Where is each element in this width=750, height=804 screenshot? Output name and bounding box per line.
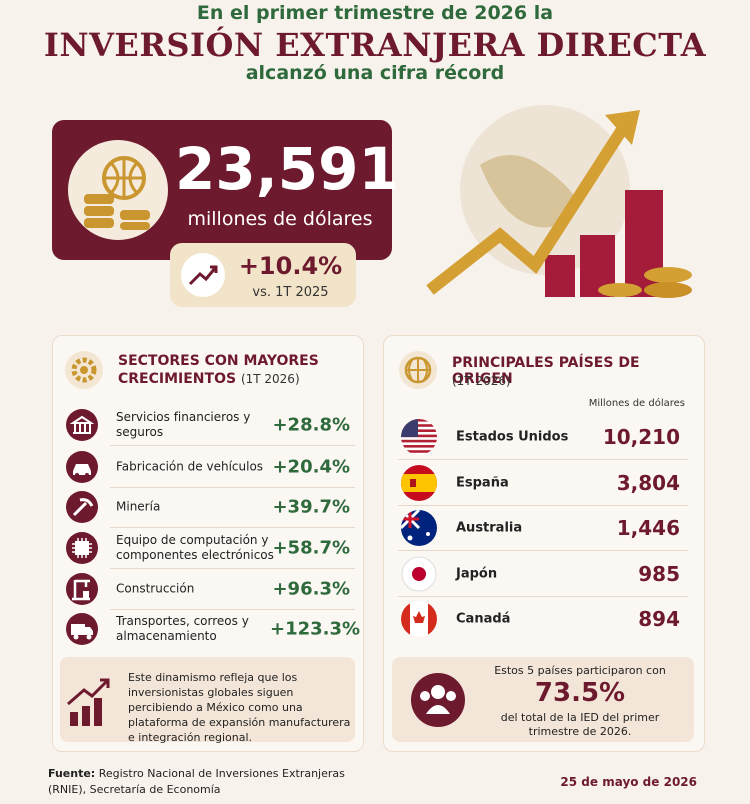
country-name: Japón: [456, 566, 498, 582]
sector-icon: [66, 491, 98, 523]
summary-value: 73.5%: [534, 678, 626, 708]
country-name: Estados Unidos: [456, 429, 569, 445]
row-divider: [398, 596, 688, 597]
row-divider: [398, 505, 688, 506]
flag: [401, 601, 437, 637]
sector-label: Transportes, correos y almacenamiento: [116, 614, 249, 643]
gear-icon: [65, 351, 103, 389]
flag: [401, 465, 437, 501]
countries-title: PRINCIPALES PAÍSES DE ORIGEN: [452, 355, 640, 387]
row-divider: [110, 445, 355, 446]
country-value: 1,446: [616, 516, 680, 540]
sector-icon: [66, 451, 98, 483]
row-divider: [110, 609, 355, 610]
note-box: [60, 657, 355, 742]
countries-period: (1T 2026): [452, 374, 511, 388]
sector-label: Minería: [116, 499, 161, 514]
summary-post: del total de la IED del primer trimestre…: [500, 711, 660, 738]
sector-value: +58.7%: [272, 537, 350, 559]
sectors-title: SECTORES CON MAYORES CRECIMIENTOS (1T 20…: [118, 352, 348, 388]
people-icon: [411, 673, 465, 727]
globe-icon: [399, 351, 437, 389]
sector-label: Servicios financieros y seguros: [116, 410, 251, 439]
footer-date: 25 de mayo de 2026: [560, 775, 697, 789]
flag: [401, 556, 437, 592]
summary-pre: Estos 5 países participaron con: [494, 664, 666, 677]
country-flag: [401, 510, 437, 546]
row-divider: [398, 459, 688, 460]
source-text: Registro Nacional de Inversiones Extranj…: [48, 767, 345, 796]
country-value: 894: [638, 607, 680, 631]
sector-icon-svg: [66, 451, 98, 483]
country-flag: [401, 556, 437, 592]
source-label: Fuente:: [48, 767, 96, 780]
sector-icon: [66, 532, 98, 564]
sector-icon: [66, 573, 98, 605]
header-line: alcanzó una cifra récord: [245, 62, 505, 84]
sector-value: +20.4%: [272, 456, 350, 478]
sector-label: Fabricación de vehículos: [116, 459, 264, 474]
flag: [401, 419, 437, 455]
note-text: Este dinamismo refleja que los inversion…: [128, 671, 351, 744]
sectors-title-text: SECTORES CON MAYORES CRECIMIENTOS: [118, 353, 319, 387]
sector-icon-svg: [66, 573, 98, 605]
change-note: vs. 1T 2025: [252, 285, 329, 300]
sectors-period: (1T 2026): [240, 372, 300, 386]
change-value: +10.4%: [238, 252, 343, 280]
country-value: 985: [638, 562, 680, 586]
sector-icon: [66, 613, 98, 645]
country-flag: [401, 419, 437, 455]
highlight-value: 23,591: [175, 135, 399, 203]
country-flag: [401, 465, 437, 501]
country-flag: [401, 601, 437, 637]
unit-label: Millones de dólares: [588, 398, 685, 409]
flag: [401, 510, 437, 546]
sector-label: Equipo de computación y componentes elec…: [116, 533, 274, 562]
row-divider: [110, 568, 355, 569]
trend-icon: [181, 253, 225, 297]
sector-value: +28.8%: [272, 414, 350, 436]
footer-source: Fuente: Registro Nacional de Inversiones…: [48, 766, 378, 798]
sector-icon-svg: [66, 491, 98, 523]
chart-icon: [67, 678, 110, 726]
row-divider: [398, 550, 688, 551]
country-name: Canadá: [456, 611, 511, 627]
country-name: Australia: [456, 520, 523, 536]
sector-icon: [66, 409, 98, 441]
sector-value: +96.3%: [272, 578, 350, 600]
investment-icon: [68, 140, 168, 240]
row-divider: [110, 487, 355, 488]
header-title: INVERSIÓN EXTRANJERA DIRECTA: [43, 26, 707, 64]
header-line: En el primer trimestre de 2026 la: [196, 2, 554, 24]
country-value: 3,804: [616, 471, 680, 495]
sector-icon-svg: [66, 409, 98, 441]
sector-icon-svg: [66, 613, 98, 645]
sector-label: Construcción: [116, 581, 195, 596]
sector-icon-svg: [66, 532, 98, 564]
globe-illustration: [426, 105, 692, 298]
sector-value: +39.7%: [272, 496, 350, 518]
highlight-unit: millones de dólares: [187, 208, 373, 230]
country-name: España: [456, 475, 509, 491]
country-value: 10,210: [602, 425, 680, 449]
sector-value: +123.3%: [270, 618, 361, 640]
row-divider: [110, 527, 355, 528]
